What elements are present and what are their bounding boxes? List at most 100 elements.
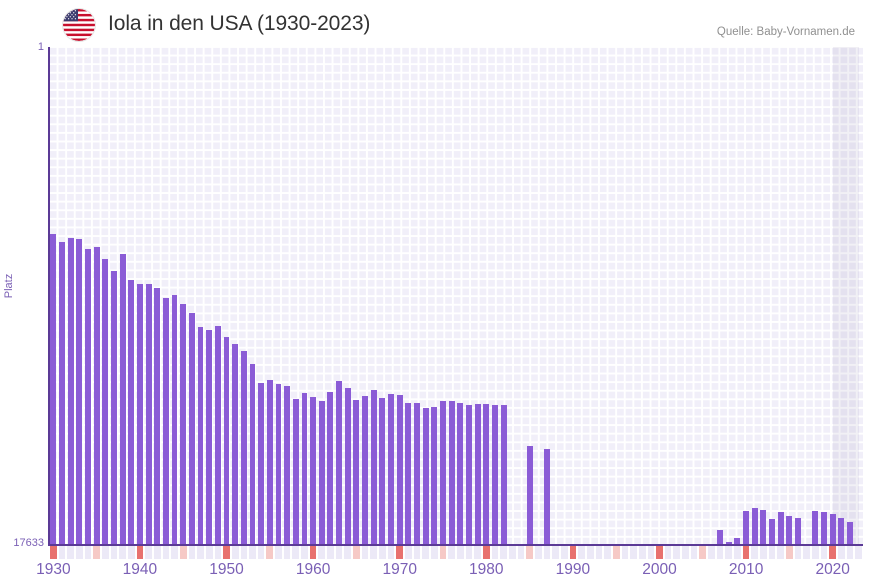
year-band-cell [682,546,689,559]
year-band-cell [578,546,585,559]
year-band-cell [387,546,395,559]
year-band-cell [257,546,265,559]
bar [838,517,845,545]
year-band-cell [205,546,213,559]
year-band-cell [838,546,845,559]
bar [431,406,438,545]
year-band-cell [474,546,481,559]
year-band-cell [379,546,386,559]
year-band-cell [405,546,412,559]
bar [67,238,74,545]
bar [483,403,490,545]
bar [258,383,265,545]
bar [85,249,91,545]
year-band-cell [552,546,559,559]
year-band-cell [656,546,663,559]
bar [214,326,221,545]
bar [206,330,213,545]
year-band-cell [768,546,776,559]
year-band-cell [604,546,611,559]
x-tick-label: 1940 [122,561,158,578]
year-band-cell [361,546,369,559]
year-band-cell [708,546,715,559]
year-band-cell [197,546,204,559]
year-band-cell [249,546,256,559]
year-band-cell [50,546,57,559]
bar [171,295,178,545]
year-band-cell [309,546,317,559]
year-band-cell [171,546,178,559]
source-credit: Quelle: Baby-Vornamen.de [716,26,855,38]
year-band-cell [725,546,733,559]
bar [50,234,57,545]
chart-header: Iola in den USA (1930-2023) Quelle: Baby… [0,0,873,47]
year-band-cell [67,546,74,559]
bar [344,387,351,545]
year-band-cell [231,546,239,559]
x-tick-label: 2010 [728,561,764,578]
bar [180,303,187,545]
year-band-cell [491,546,499,559]
year-band-cell [630,546,637,559]
year-band-cell [621,546,629,559]
x-axis-tick-labels: 1930 1940 1950 1960 1970 1980 1990 2000 2010 2020 [0,561,873,587]
year-band-cell [465,546,473,559]
year-band-cell [101,546,109,559]
y-axis-line [48,47,50,545]
bar-series [49,47,863,545]
year-band-cell [482,546,490,559]
year-band-cell [413,546,421,559]
year-band-cell [742,546,750,559]
bar [500,405,507,545]
year-band-cell [327,546,334,559]
bar [145,283,152,545]
year-band-cell [145,546,152,559]
bar [388,394,394,545]
year-band-cell [223,546,230,559]
bar [318,401,325,545]
year-band-cell [786,546,793,559]
bar [59,242,65,545]
year-band-cell [664,546,672,559]
x-tick-label: 1950 [209,561,244,578]
x-tick-label: 2020 [815,561,850,578]
year-band-cell [344,546,352,559]
year-marker-band [49,546,863,559]
bar [188,313,195,545]
year-band-cell [214,546,222,559]
bar [847,521,853,545]
plot-area [49,47,863,545]
y-axis-title: Platz [3,273,15,299]
year-band-cell [448,546,455,559]
year-band-cell [586,546,594,559]
year-band-cell [335,546,343,559]
bar [292,398,299,545]
bar [128,280,135,545]
bar [492,405,498,545]
bar [266,380,273,545]
bar [777,511,784,545]
year-band-cell [508,546,516,559]
year-band-cell [292,546,300,559]
y-axis-bottom-tick-label: 17633 [13,537,44,549]
year-band-cell [803,546,811,559]
bar [102,258,109,545]
year-band-cell [751,546,759,559]
bar [119,254,126,545]
x-axis-line [48,544,863,546]
year-band-cell [612,546,620,559]
bar [232,344,239,545]
year-band-cell [820,546,828,559]
bar [786,515,793,545]
year-band-cell [716,546,724,559]
year-band-cell [760,546,767,559]
bar [353,400,360,545]
bar [769,518,775,545]
year-band-cell [690,546,698,559]
year-band-cell [855,546,862,559]
year-band-cell [457,546,464,559]
year-band-cell [188,546,196,559]
year-band-cell [595,546,603,559]
year-band-cell [647,546,655,559]
